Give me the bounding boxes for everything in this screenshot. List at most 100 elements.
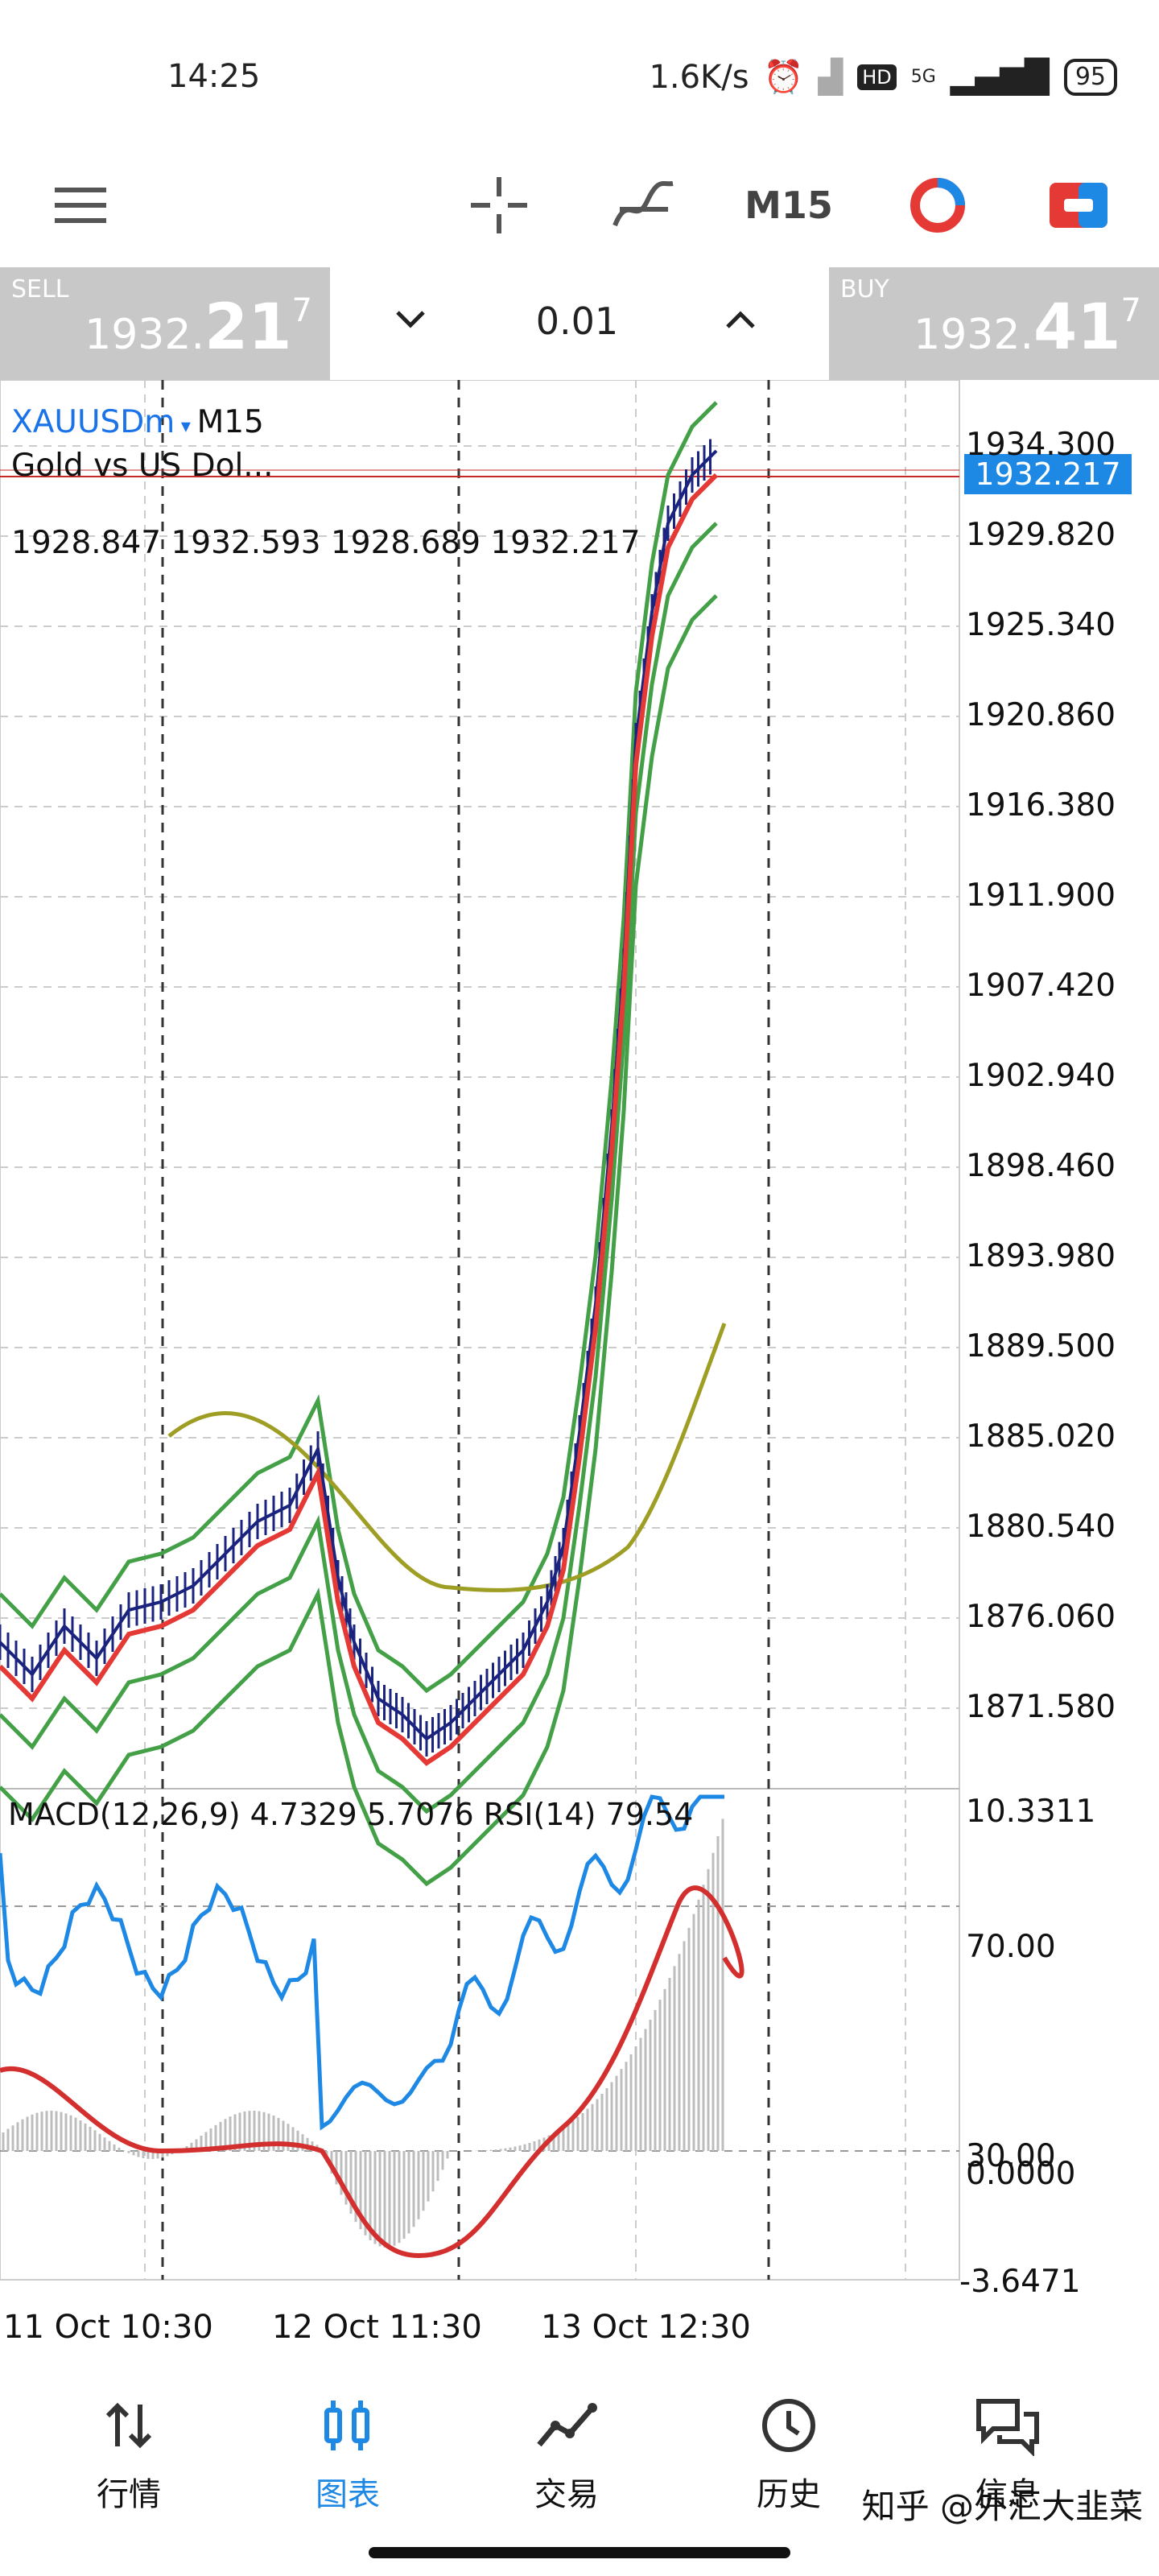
status-bar: 14:25 1.6K/s ⏰ ▟ HD 5G ▂▄▆█ 95	[0, 0, 1159, 145]
rsi-level-30: 30.00	[966, 2138, 1056, 2174]
new-order-button[interactable]	[1042, 177, 1115, 233]
price-axis-label: 1911.900	[966, 877, 1116, 914]
one-click-trade-panel: SELL 1932.217 0.01 BUY 1932.417	[0, 267, 1159, 380]
macd-histogram	[2, 1818, 724, 2248]
outer-band	[0, 594, 718, 1887]
symbol-name: XAUUSDm	[11, 404, 175, 440]
chart-candles-icon	[324, 2401, 369, 2450]
price-axis-label: 1885.020	[966, 1418, 1116, 1455]
lot-selector: 0.01	[330, 267, 824, 380]
price-chart[interactable]: XAUUSDm ▾ M15 Gold vs US Dol... 1928.847…	[0, 380, 1159, 2346]
chart-grid	[0, 380, 960, 2281]
chart-canvas[interactable]	[0, 380, 1159, 2344]
buy-button[interactable]: BUY 1932.417	[829, 267, 1159, 380]
price-axis-label: 1920.860	[966, 697, 1116, 733]
symbol-dropdown-icon: ▾	[175, 415, 197, 437]
indicator-axis-bottom: -3.6471	[959, 2264, 1081, 2300]
indicator-axis-top: 10.3311	[966, 1794, 1096, 1830]
buy-price-sup: 7	[1120, 292, 1141, 329]
home-indicator[interactable]	[369, 2547, 790, 2558]
crosshair-icon	[471, 177, 527, 233]
timeframe-label: M15	[744, 184, 833, 227]
buy-price-prefix: 1932.	[914, 311, 1033, 359]
sell-label: SELL	[11, 275, 69, 303]
chevron-down-icon[interactable]	[394, 308, 427, 332]
sell-price: 1932.217	[85, 291, 312, 364]
sell-price-sup: 7	[291, 292, 312, 329]
buy-label: BUY	[840, 275, 889, 303]
nav-quotes-label: 行情	[97, 2476, 161, 2513]
quotes-arrows-icon	[105, 2402, 152, 2449]
wifi-off-icon: ▟	[818, 58, 843, 96]
nav-trade-label: 交易	[534, 2476, 599, 2513]
hd-badge: HD	[857, 64, 897, 90]
lot-value[interactable]: 0.01	[535, 299, 619, 343]
price-axis-label: 1893.980	[966, 1238, 1116, 1274]
network-type: 5G	[910, 67, 936, 87]
price-axis-label: 1880.540	[966, 1509, 1116, 1545]
indicator-label: MACD(12,26,9) 4.7329 5.7076 RSI(14) 79.5…	[8, 1797, 694, 1832]
nav-history-label: 历史	[757, 2476, 821, 2513]
price-axis-label: 1902.940	[966, 1058, 1116, 1094]
rsi-level-70: 70.00	[966, 1929, 1056, 1965]
indicator-f-icon	[612, 180, 674, 227]
slow-ma-path	[167, 1323, 727, 1592]
ohlc-values: 1928.847 1932.593 1928.689 1932.217	[11, 525, 641, 561]
trade-line-icon	[537, 2403, 597, 2447]
rsi-line	[0, 1794, 724, 2131]
watermark: 知乎 @外汇大韭菜	[861, 2487, 1143, 2526]
nav-messages[interactable]: 信息	[935, 2389, 1080, 2515]
price-axis-label: 1907.420	[966, 968, 1116, 1004]
price-axis-label: 1871.580	[966, 1689, 1116, 1725]
upper-band	[0, 401, 718, 1694]
history-clock-icon	[762, 2399, 815, 2452]
nav-quotes[interactable]: 行情	[56, 2389, 201, 2515]
lower-band	[0, 522, 718, 1814]
trade-order-icon	[1050, 183, 1107, 228]
time-label-1: 11 Oct 10:30	[3, 2309, 213, 2346]
current-price-tag: 1932.217	[964, 454, 1132, 494]
buy-price: 1932.417	[914, 291, 1141, 364]
status-icons: 1.6K/s ⏰ ▟ HD 5G ▂▄▆█ 95	[649, 58, 1117, 96]
objects-button[interactable]	[901, 177, 974, 233]
bollinger-bands	[0, 401, 718, 1887]
nav-trade[interactable]: 交易	[494, 2389, 639, 2515]
fast-ma-path	[0, 473, 719, 1766]
sell-button[interactable]: SELL 1932.217	[0, 267, 330, 380]
crosshair-button[interactable]	[467, 177, 531, 233]
symbol-selector[interactable]: XAUUSDm ▾ M15	[11, 404, 264, 440]
status-time: 14:25	[167, 58, 261, 95]
slow-moving-average	[167, 1323, 727, 1592]
chart-frame	[0, 380, 960, 2281]
battery-icon: 95	[1063, 58, 1117, 96]
buy-price-big: 41	[1033, 291, 1121, 364]
price-axis-label: 1889.500	[966, 1328, 1116, 1364]
time-label-2: 12 Oct 11:30	[272, 2309, 482, 2346]
alarm-icon: ⏰	[763, 59, 804, 96]
macd-zero-level: 0.0000	[966, 2156, 1076, 2192]
signal-icon: ▂▄▆█	[950, 58, 1050, 96]
indicators-button[interactable]	[608, 177, 680, 233]
color-ring-icon	[910, 178, 965, 233]
nav-chart-label: 图表	[316, 2476, 380, 2513]
timeframe-button[interactable]: M15	[740, 177, 837, 233]
chart-timeframe: M15	[196, 404, 264, 440]
chart-toolbar: M15	[0, 145, 1159, 266]
menu-button[interactable]	[48, 177, 113, 233]
nav-chart[interactable]: 图表	[275, 2389, 420, 2515]
fast-moving-average	[0, 473, 719, 1766]
nav-history[interactable]: 历史	[716, 2389, 861, 2515]
sell-price-prefix: 1932.	[85, 311, 204, 359]
nav-messages-label: 信息	[975, 2476, 1040, 2513]
signal-path	[0, 1885, 744, 2259]
price-axis-label: 1934.300	[966, 427, 1116, 463]
symbol-description: Gold vs US Dol...	[11, 448, 274, 484]
sell-price-big: 21	[204, 291, 292, 364]
hamburger-icon	[55, 188, 106, 223]
chevron-up-icon[interactable]	[724, 308, 757, 332]
macd-signal-line	[0, 1885, 744, 2259]
price-axis-label: 1898.460	[966, 1148, 1116, 1184]
messages-icon	[976, 2399, 1039, 2456]
net-speed: 1.6K/s	[649, 58, 749, 96]
bottom-navigation: 行情 图表 交易 历史 信息	[0, 2351, 1159, 2576]
